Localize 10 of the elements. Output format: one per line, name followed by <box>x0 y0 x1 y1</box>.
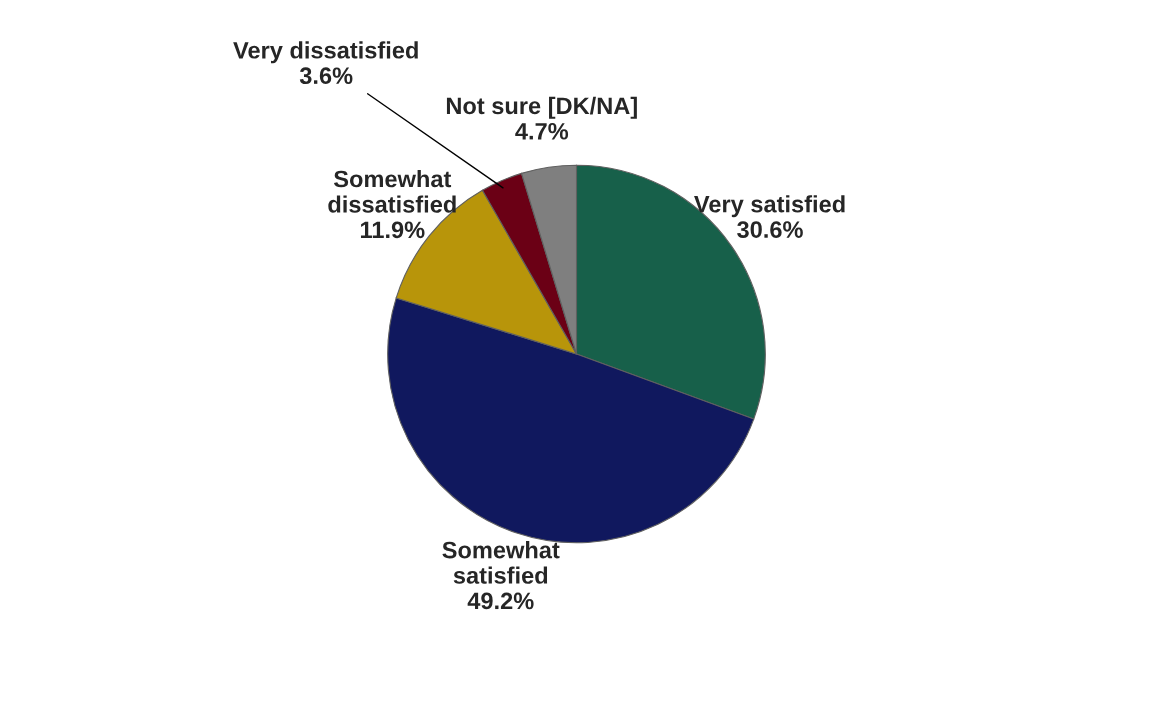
slice-label: Very satisfied <box>694 195 845 218</box>
data-label: 11.9% <box>360 221 425 239</box>
slice-label: Somewhat satisfied <box>442 541 560 584</box>
data-label: 3.6% <box>299 67 353 85</box>
data-label: 4.7% <box>515 122 569 140</box>
slice-label: Somewhat dissatisfied <box>328 170 456 213</box>
slice-label: Very dissatisfied <box>233 41 418 64</box>
slice-label: Not sure [DK/NA] <box>446 96 637 119</box>
data-label: 30.6% <box>737 221 803 238</box>
data-label: 49.2% <box>467 592 534 610</box>
